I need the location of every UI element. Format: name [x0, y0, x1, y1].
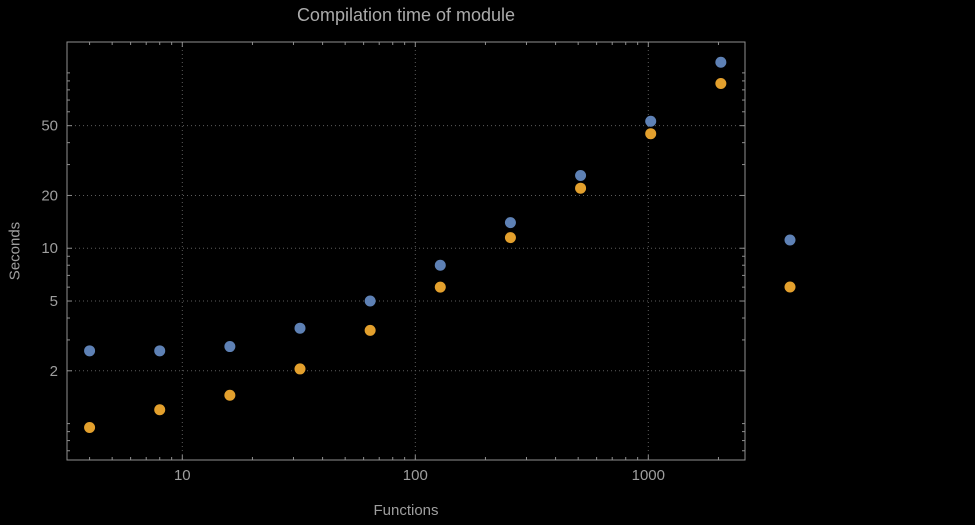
chart-title: Compilation time of module: [296, 5, 516, 25]
legend-marker-series-1: [784, 234, 796, 246]
plot-frame: [66, 41, 746, 461]
y-tick-label: 5: [50, 293, 58, 310]
legend-marker-series-2: [784, 281, 796, 293]
y-tick-label: 50: [41, 118, 58, 135]
x-tick-label: 10: [174, 467, 191, 484]
data-point-series-1: [224, 341, 236, 353]
data-point-series-2: [575, 182, 587, 194]
data-point-series-1: [154, 345, 166, 357]
x-tick-label: 1000: [632, 467, 665, 484]
data-point-series-2: [364, 324, 376, 336]
data-point-series-2: [224, 389, 236, 401]
data-point-series-1: [294, 322, 306, 334]
data-point-series-2: [715, 77, 727, 89]
data-point-series-2: [294, 363, 306, 375]
data-point-series-1: [504, 217, 516, 229]
data-point-series-2: [84, 422, 96, 434]
y-tick-label: 10: [41, 240, 58, 257]
data-point-series-1: [364, 295, 376, 307]
data-point-series-2: [434, 281, 446, 293]
data-point-series-1: [715, 56, 727, 68]
data-point-series-2: [645, 128, 657, 140]
data-point-series-1: [84, 345, 96, 357]
x-tick-label: 100: [403, 467, 428, 484]
data-point-series-1: [575, 169, 587, 181]
y-tick-label: 2: [50, 363, 58, 380]
data-point-series-1: [434, 259, 446, 271]
data-point-series-2: [504, 232, 516, 244]
data-point-series-1: [645, 115, 657, 127]
x-axis-label: Functions: [373, 502, 439, 519]
y-tick-label: 20: [41, 187, 58, 204]
data-point-series-2: [154, 404, 166, 416]
